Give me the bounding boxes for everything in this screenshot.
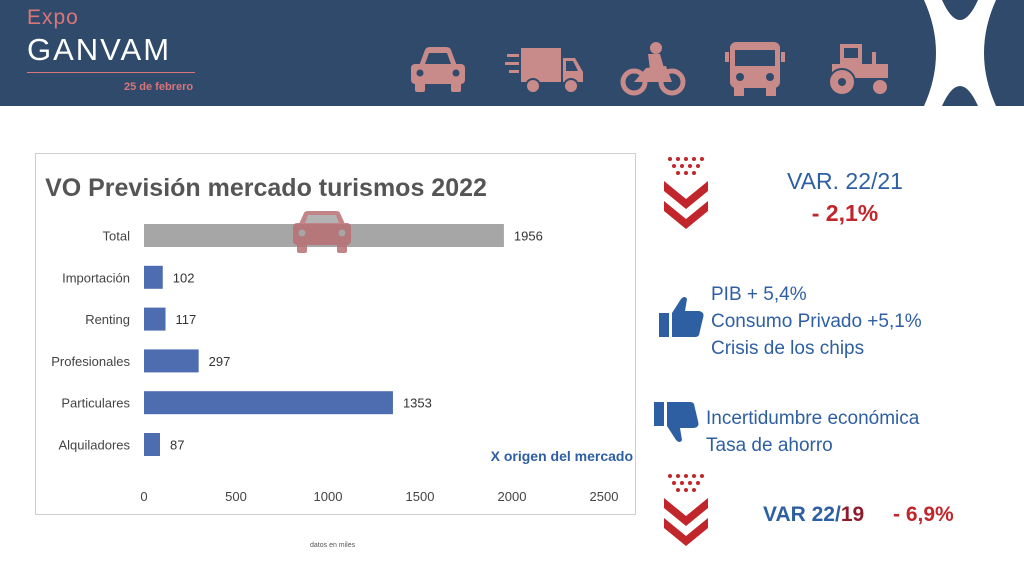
- chart-panel: VO Previsión mercado turismos 2022 Total…: [35, 153, 636, 515]
- data-label: 297: [209, 354, 231, 369]
- motorcycle-icon: [620, 42, 686, 96]
- chart-annotation: X origen del mercado: [491, 448, 633, 464]
- positive-factor: PIB + 5,4%: [711, 284, 807, 305]
- footnote-units: datos en miles: [310, 542, 356, 549]
- brand-date-text: 25 de febrero: [124, 81, 194, 93]
- thumbs-down-icon: [654, 402, 699, 442]
- var-2219-value: - 6,9%: [893, 503, 954, 526]
- category-label: Importación: [62, 270, 130, 285]
- x-tick-label: 1000: [314, 489, 343, 504]
- bus-icon: [725, 42, 785, 96]
- category-label: Renting: [85, 312, 130, 327]
- negative-factor: Tasa de ahorro: [706, 435, 833, 456]
- category-label: Total: [103, 229, 131, 244]
- bar-importación: [144, 265, 163, 289]
- data-label: 1956: [514, 229, 543, 244]
- var-2219-label-a: VAR 22/: [763, 503, 841, 526]
- category-label: Particulares: [61, 396, 130, 411]
- brand-expo-text: Expo: [27, 6, 79, 29]
- car-icon: [411, 47, 465, 92]
- category-label: Profesionales: [51, 354, 130, 369]
- var-2221-value: - 2,1%: [811, 200, 879, 226]
- down-chevron-icon: [664, 157, 708, 229]
- car-icon: [293, 211, 351, 253]
- x-tick-label: 0: [140, 489, 147, 504]
- data-label: 1353: [403, 396, 432, 411]
- bar-renting: [144, 307, 166, 331]
- x-tick-label: 500: [225, 489, 247, 504]
- brand-name-text: GANVAM: [27, 32, 172, 67]
- negative-factors: Incertidumbre económica Tasa de ahorro: [706, 405, 919, 459]
- tractor-icon: [828, 44, 889, 96]
- negative-factor: Incertidumbre económica: [706, 408, 920, 429]
- brand-divider: [27, 72, 195, 73]
- positive-factors: PIB + 5,4% Consumo Privado +5,1% Crisis …: [711, 281, 922, 362]
- var-2219-label-b: 19: [840, 503, 865, 526]
- brand-x-logo: [924, 0, 996, 106]
- positive-factor: Crisis de los chips: [711, 338, 865, 359]
- x-tick-label: 2500: [590, 489, 619, 504]
- data-label: 117: [176, 312, 197, 327]
- data-label: 87: [170, 438, 184, 453]
- thumbs-up-icon: [659, 297, 704, 337]
- truck-icon: [505, 48, 583, 94]
- chart-title: VO Previsión mercado turismos 2022: [45, 174, 487, 202]
- x-tick-label: 2000: [498, 489, 527, 504]
- down-chevron-icon: [664, 474, 708, 546]
- bar-chart: VO Previsión mercado turismos 2022 Total…: [45, 174, 633, 504]
- var-2221-label: VAR. 22/21: [787, 168, 903, 194]
- category-label: Alquiladores: [58, 438, 130, 453]
- bar-alquiladores: [144, 433, 161, 456]
- x-tick-label: 1500: [406, 489, 435, 504]
- var-2219-label: VAR 22/19: [763, 503, 864, 527]
- data-label: 102: [173, 270, 195, 285]
- positive-factor: Consumo Privado +5,1%: [711, 311, 922, 332]
- bar-particulares: [144, 391, 393, 415]
- bar-profesionales: [144, 349, 199, 373]
- header-banner: Expo GANVAM 25 de febrero: [0, 0, 1024, 106]
